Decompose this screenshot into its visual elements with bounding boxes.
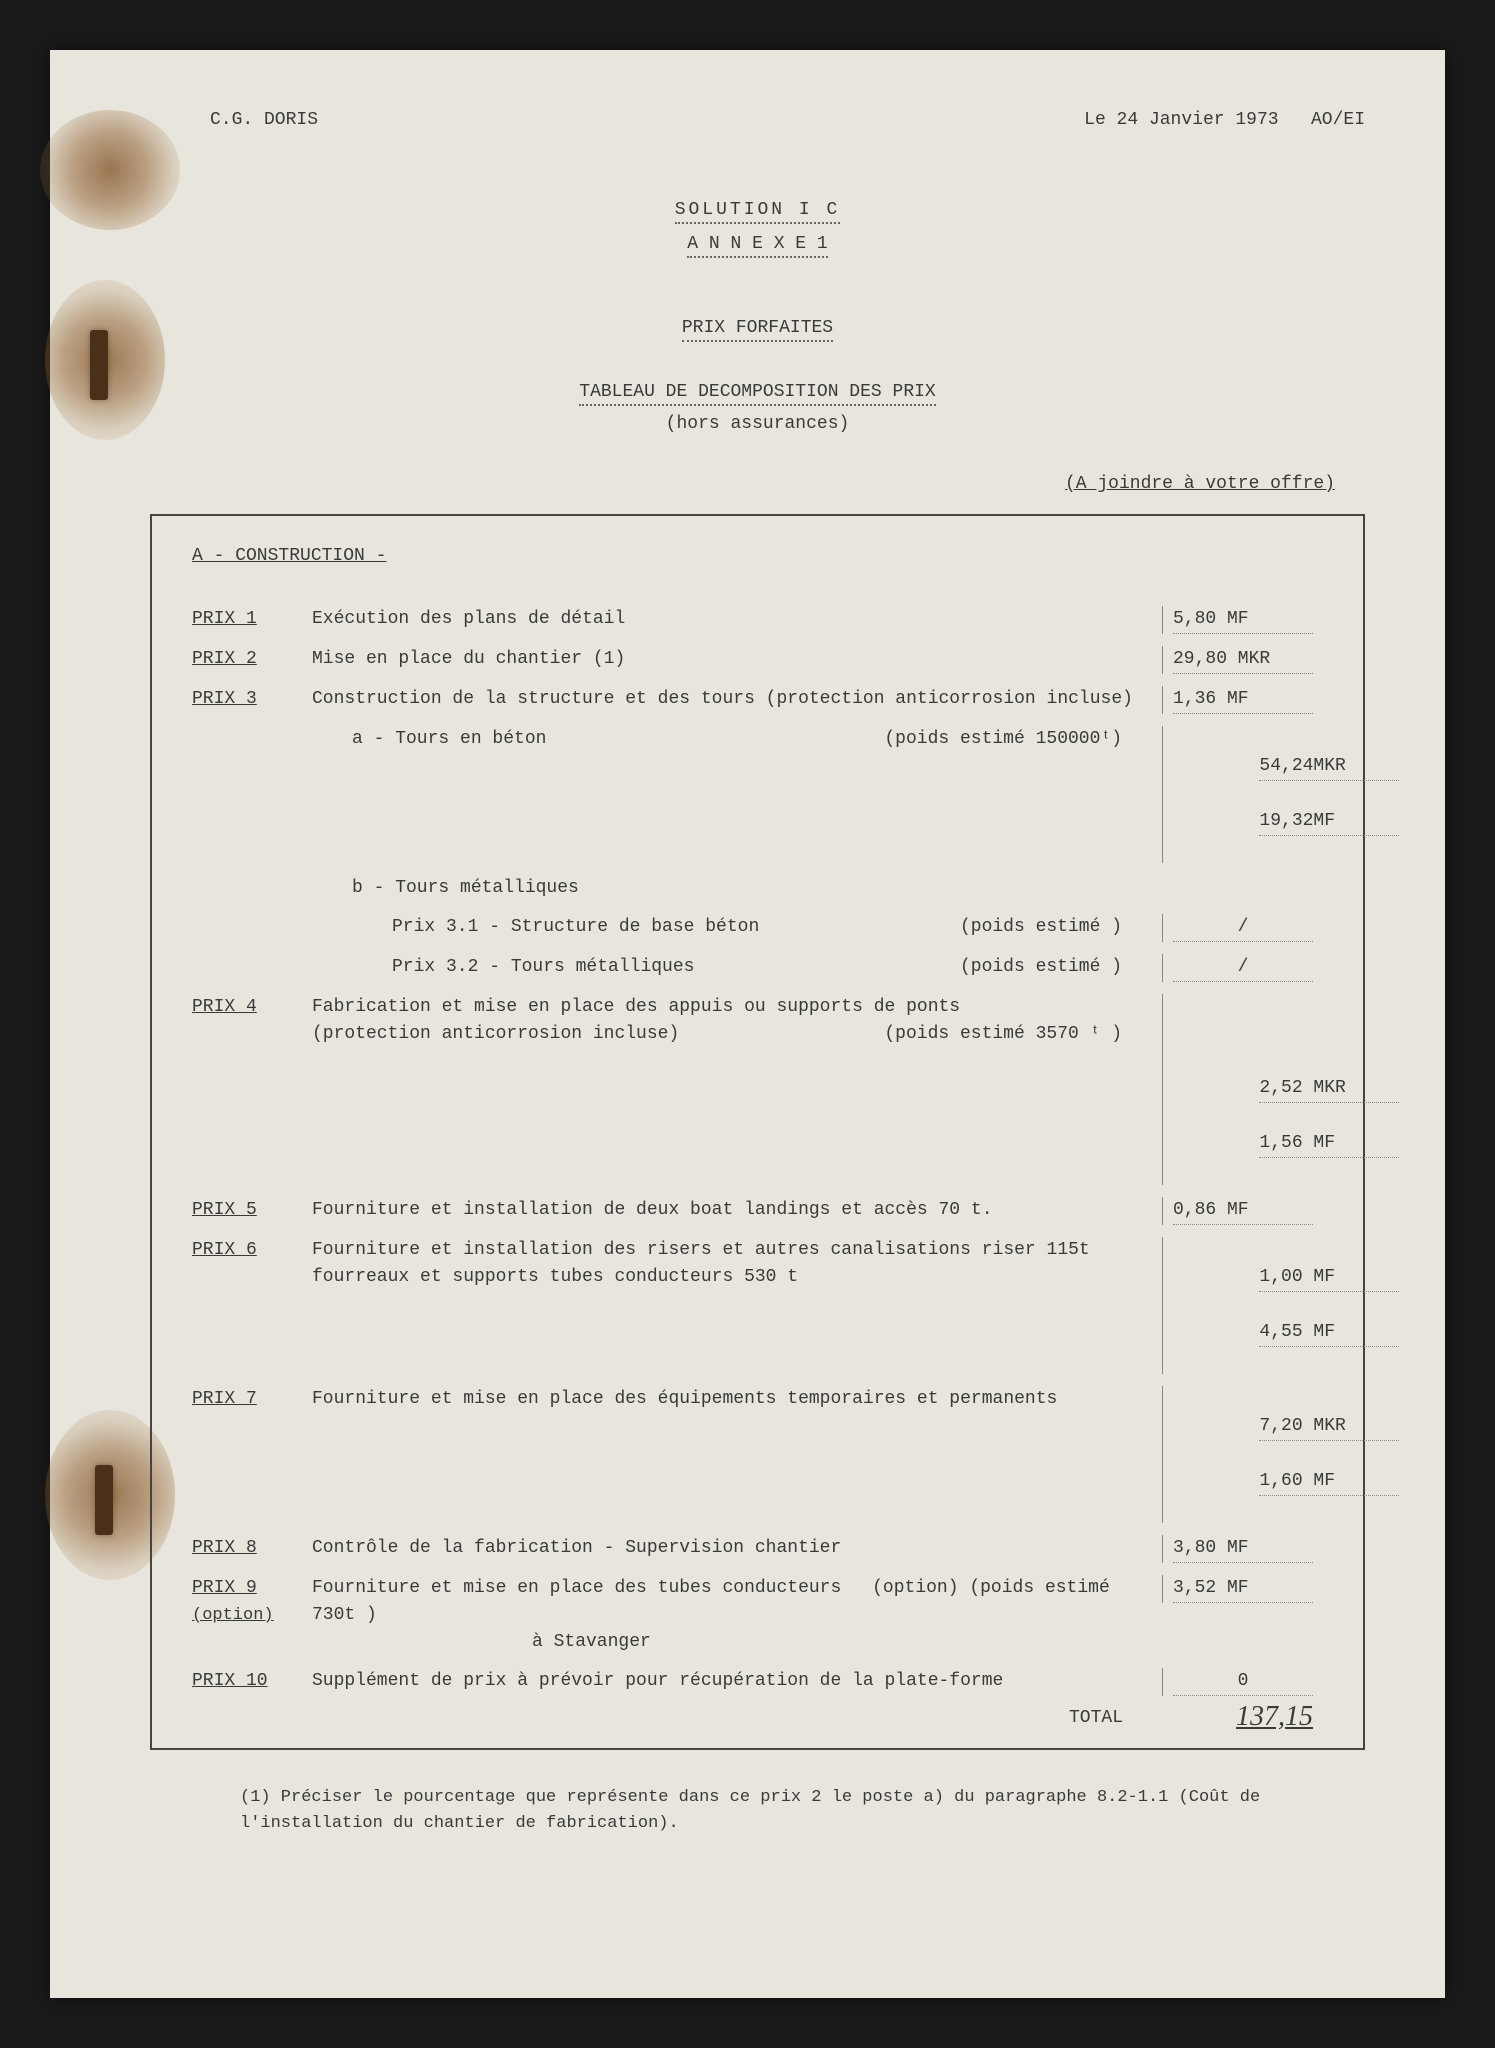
row-price: 5,80 MF bbox=[1173, 606, 1313, 634]
row-price: 2,52 MKR 1,56 MF bbox=[1162, 994, 1343, 1185]
row-price: 54,24MKR 19,32MF bbox=[1162, 726, 1343, 863]
total-label: TOTAL bbox=[192, 1708, 1343, 1728]
row-desc: Exécution des plans de détail bbox=[312, 606, 1162, 633]
row-desc: b - Tours métalliques bbox=[312, 875, 1162, 902]
price-row: PRIX 6 Fourniture et installation des ri… bbox=[192, 1237, 1343, 1374]
row-label: PRIX 8 bbox=[192, 1538, 257, 1558]
row-desc: Contrôle de la fabrication - Supervision… bbox=[312, 1535, 1162, 1562]
header-left: C.G. DORIS bbox=[210, 110, 318, 130]
row-price: 1,36 MF bbox=[1173, 686, 1313, 714]
document-page: C.G. DORIS Le 24 Janvier 1973 AO/EI SOLU… bbox=[50, 50, 1445, 1998]
subtitle-prix: PRIX FORFAITES bbox=[682, 318, 833, 342]
row-label: PRIX 7 bbox=[192, 1389, 257, 1409]
row-price: 0 bbox=[1173, 1668, 1313, 1696]
rust-stain bbox=[40, 110, 180, 230]
price-table: A - CONSTRUCTION - PRIX 1 Exécution des … bbox=[150, 514, 1365, 1750]
row-desc: Mise en place du chantier (1) bbox=[312, 646, 1162, 673]
row-price: 0,86 MF bbox=[1173, 1197, 1313, 1225]
section-a-title: A - CONSTRUCTION - bbox=[192, 546, 1343, 566]
row-price: 3,80 MF bbox=[1173, 1535, 1313, 1563]
row-desc: Supplément de prix à prévoir pour récupé… bbox=[312, 1668, 1162, 1695]
price-subrow: b - Tours métalliques bbox=[192, 875, 1343, 902]
document-header: C.G. DORIS Le 24 Janvier 1973 AO/EI bbox=[150, 110, 1365, 130]
row-label: PRIX 10 bbox=[192, 1671, 268, 1691]
row-sublabel: (option) bbox=[192, 1606, 274, 1625]
subtitle-tableau: TABLEAU DE DECOMPOSITION DES PRIX bbox=[579, 382, 935, 406]
subtitle-block-2: TABLEAU DE DECOMPOSITION DES PRIX (hors … bbox=[150, 382, 1365, 434]
attach-note: (A joindre à votre offre) bbox=[150, 474, 1335, 494]
price-subrow: a - Tours en béton (poids estimé 150000ᵗ… bbox=[192, 726, 1343, 863]
row-price: 7,20 MKR 1,60 MF bbox=[1162, 1386, 1343, 1523]
title-solution: SOLUTION I C bbox=[675, 200, 841, 224]
row-desc: Fourniture et mise en place des tubes co… bbox=[312, 1575, 1162, 1656]
row-price: 3,52 MF bbox=[1173, 1575, 1313, 1603]
price-row: PRIX 3 Construction de la structure et d… bbox=[192, 686, 1343, 714]
price-row: PRIX 1 Exécution des plans de détail 5,8… bbox=[192, 606, 1343, 634]
price-row: PRIX 5 Fourniture et installation de deu… bbox=[192, 1197, 1343, 1225]
row-desc: a - Tours en béton (poids estimé 150000ᵗ… bbox=[312, 726, 1162, 753]
row-desc: Prix 3.1 - Structure de base béton (poid… bbox=[312, 914, 1162, 941]
row-price: / bbox=[1173, 954, 1313, 982]
row-label: PRIX 4 bbox=[192, 997, 257, 1017]
title-block: SOLUTION I C A N N E X E 1 bbox=[150, 200, 1365, 258]
price-row: PRIX 10 Supplément de prix à prévoir pou… bbox=[192, 1668, 1343, 1696]
row-label: PRIX 3 bbox=[192, 689, 257, 709]
price-row: PRIX 9 (option) Fourniture et mise en pl… bbox=[192, 1575, 1343, 1656]
header-right: Le 24 Janvier 1973 AO/EI bbox=[1084, 110, 1365, 130]
subtitle-hors: (hors assurances) bbox=[666, 414, 850, 434]
row-desc: Fourniture et installation de deux boat … bbox=[312, 1197, 1162, 1224]
row-desc: Fourniture et mise en place des équipeme… bbox=[312, 1386, 1162, 1413]
rust-stain-staple bbox=[45, 280, 165, 440]
title-annexe: A N N E X E 1 bbox=[687, 234, 827, 258]
row-label: PRIX 5 bbox=[192, 1200, 257, 1220]
row-desc: Prix 3.2 - Tours métalliques (poids esti… bbox=[312, 954, 1162, 981]
total-value: 137,15 bbox=[1236, 1701, 1313, 1733]
row-price: 29,80 MKR bbox=[1173, 646, 1313, 674]
row-label: PRIX 2 bbox=[192, 649, 257, 669]
subtitle-block: PRIX FORFAITES bbox=[150, 318, 1365, 342]
row-desc: Construction de la structure et des tour… bbox=[312, 686, 1162, 713]
row-price: / bbox=[1173, 914, 1313, 942]
price-row: PRIX 7 Fourniture et mise en place des é… bbox=[192, 1386, 1343, 1523]
row-label: PRIX 9 bbox=[192, 1578, 257, 1598]
footnote: (1) Préciser le pourcentage que représen… bbox=[150, 1770, 1365, 1836]
price-row: PRIX 8 Contrôle de la fabrication - Supe… bbox=[192, 1535, 1343, 1563]
row-desc: Fabrication et mise en place des appuis … bbox=[312, 994, 1162, 1048]
row-desc: Fourniture et installation des risers et… bbox=[312, 1237, 1162, 1291]
row-label: PRIX 6 bbox=[192, 1240, 257, 1260]
price-row: PRIX 2 Mise en place du chantier (1) 29,… bbox=[192, 646, 1343, 674]
price-subrow: Prix 3.1 - Structure de base béton (poid… bbox=[192, 914, 1343, 942]
row-label: PRIX 1 bbox=[192, 609, 257, 629]
row-price: 1,00 MF 4,55 MF bbox=[1162, 1237, 1343, 1374]
price-row: PRIX 4 Fabrication et mise en place des … bbox=[192, 994, 1343, 1185]
price-subrow: Prix 3.2 - Tours métalliques (poids esti… bbox=[192, 954, 1343, 982]
